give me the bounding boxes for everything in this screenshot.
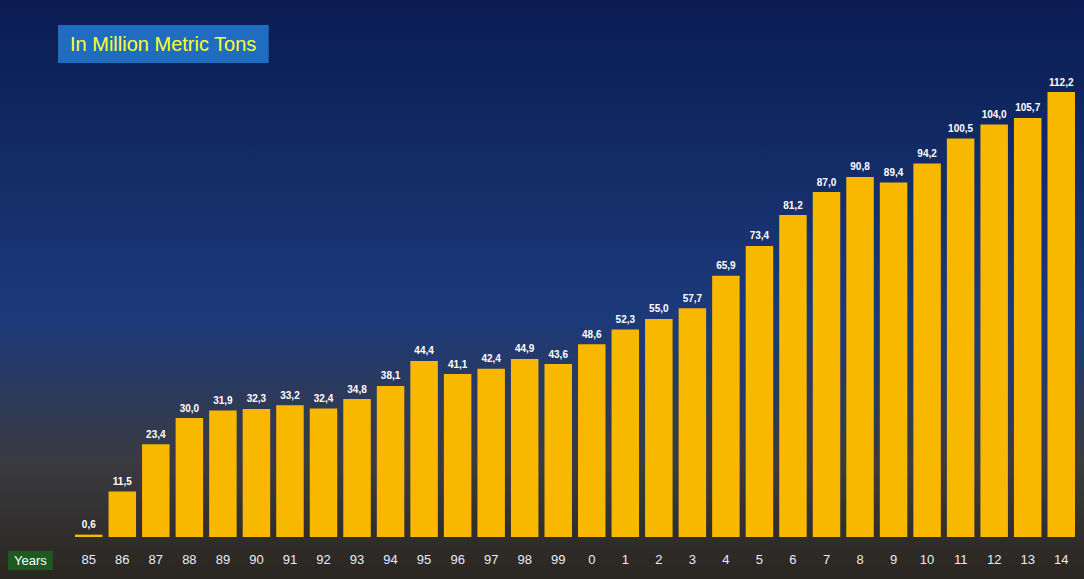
- svg-text:98: 98: [517, 552, 531, 567]
- svg-text:73,4: 73,4: [750, 230, 770, 241]
- svg-text:42,4: 42,4: [481, 353, 501, 364]
- svg-text:95: 95: [417, 552, 431, 567]
- svg-text:104,0: 104,0: [982, 109, 1007, 120]
- svg-text:90,8: 90,8: [850, 161, 870, 172]
- svg-text:90: 90: [249, 552, 263, 567]
- svg-text:2: 2: [655, 552, 662, 567]
- svg-text:86: 86: [115, 552, 129, 567]
- svg-text:6: 6: [789, 552, 796, 567]
- svg-text:11,5: 11,5: [113, 476, 132, 487]
- svg-text:34,8: 34,8: [347, 384, 367, 395]
- svg-text:100,5: 100,5: [948, 123, 973, 134]
- svg-text:52,3: 52,3: [616, 314, 636, 325]
- svg-text:8: 8: [856, 552, 863, 567]
- svg-text:4: 4: [722, 552, 729, 567]
- svg-text:91: 91: [283, 552, 297, 567]
- svg-text:10: 10: [920, 552, 934, 567]
- svg-text:94: 94: [383, 552, 397, 567]
- svg-text:87,0: 87,0: [817, 177, 837, 188]
- svg-text:23,4: 23,4: [146, 429, 166, 440]
- svg-text:30,0: 30,0: [180, 403, 200, 414]
- svg-text:33,2: 33,2: [280, 390, 300, 401]
- svg-text:43,6: 43,6: [548, 349, 568, 360]
- svg-text:9: 9: [890, 552, 897, 567]
- svg-text:87: 87: [149, 552, 163, 567]
- svg-text:0: 0: [588, 552, 595, 567]
- svg-text:Years: Years: [14, 553, 47, 568]
- svg-text:7: 7: [823, 552, 830, 567]
- svg-text:96: 96: [450, 552, 464, 567]
- svg-text:105,7: 105,7: [1015, 102, 1040, 113]
- svg-text:3: 3: [689, 552, 696, 567]
- svg-text:94,2: 94,2: [917, 148, 937, 159]
- svg-text:13: 13: [1020, 552, 1034, 567]
- svg-text:99: 99: [551, 552, 565, 567]
- svg-text:12: 12: [987, 552, 1001, 567]
- svg-text:88: 88: [182, 552, 196, 567]
- svg-text:1: 1: [622, 552, 629, 567]
- svg-text:32,3: 32,3: [247, 393, 267, 404]
- svg-text:89,4: 89,4: [884, 167, 904, 178]
- svg-text:89: 89: [216, 552, 230, 567]
- svg-text:41,1: 41,1: [448, 359, 468, 370]
- svg-text:55,0: 55,0: [649, 303, 669, 314]
- svg-text:14: 14: [1054, 552, 1068, 567]
- svg-text:48,6: 48,6: [582, 329, 602, 340]
- svg-text:92: 92: [316, 552, 330, 567]
- svg-text:65,9: 65,9: [716, 260, 736, 271]
- svg-text:11: 11: [954, 552, 968, 567]
- svg-text:81,2: 81,2: [783, 200, 803, 211]
- svg-text:57,7: 57,7: [683, 293, 703, 304]
- svg-text:44,9: 44,9: [515, 343, 535, 354]
- svg-text:97: 97: [484, 552, 498, 567]
- svg-text:0,6: 0,6: [82, 519, 96, 530]
- svg-text:38,1: 38,1: [381, 370, 401, 381]
- svg-text:85: 85: [82, 552, 96, 567]
- svg-text:112,2: 112,2: [1049, 77, 1074, 88]
- svg-text:44,4: 44,4: [414, 345, 434, 356]
- svg-text:32,4: 32,4: [314, 393, 334, 404]
- svg-text:5: 5: [756, 552, 763, 567]
- svg-text:In Million Metric Tons: In Million Metric Tons: [70, 33, 256, 55]
- svg-text:93: 93: [350, 552, 364, 567]
- svg-text:31,9: 31,9: [213, 395, 233, 406]
